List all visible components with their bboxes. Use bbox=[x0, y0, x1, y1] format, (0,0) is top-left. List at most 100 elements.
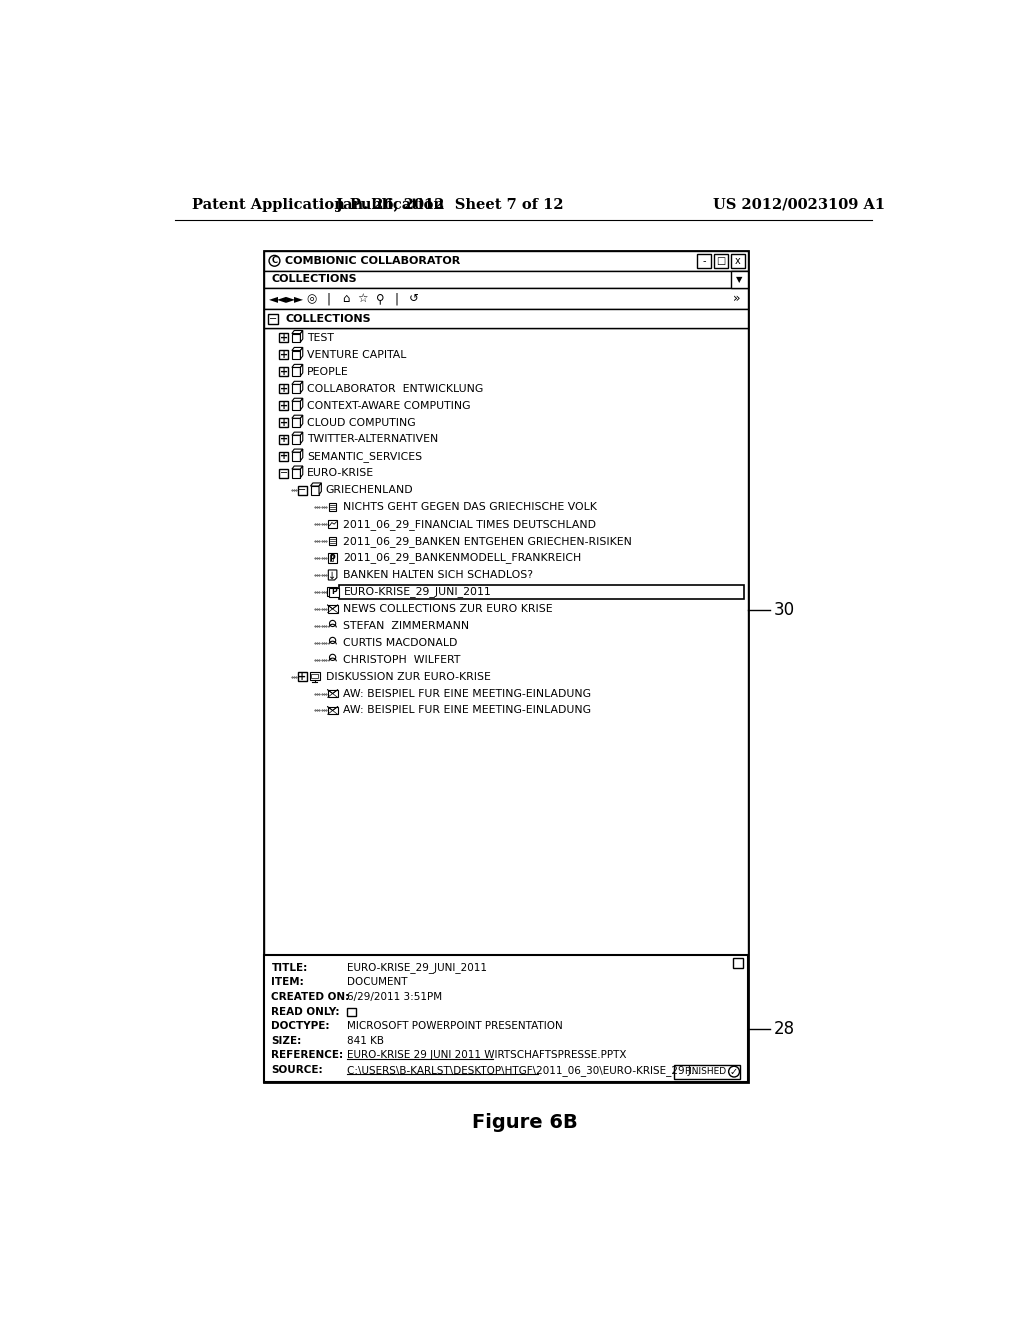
Text: C: C bbox=[271, 256, 278, 265]
Polygon shape bbox=[300, 466, 303, 478]
Text: TITLE:: TITLE: bbox=[271, 962, 307, 973]
Bar bbox=[292, 453, 300, 461]
Text: CREATED ON:: CREATED ON: bbox=[271, 991, 349, 1002]
Text: +: + bbox=[280, 434, 288, 445]
Bar bbox=[731, 271, 748, 288]
Text: TEST: TEST bbox=[307, 333, 334, 343]
Text: +: + bbox=[280, 417, 288, 428]
Text: −: − bbox=[298, 486, 306, 495]
Text: ↺: ↺ bbox=[409, 292, 419, 305]
Bar bbox=[268, 314, 279, 323]
Text: ☆: ☆ bbox=[357, 292, 368, 305]
Text: +: + bbox=[280, 400, 288, 411]
Text: +: + bbox=[280, 367, 288, 376]
Bar bbox=[329, 503, 336, 511]
Bar bbox=[292, 436, 300, 444]
Bar bbox=[697, 253, 711, 268]
Circle shape bbox=[330, 620, 336, 627]
Text: MICROSOFT POWERPOINT PRESENTATION: MICROSOFT POWERPOINT PRESENTATION bbox=[347, 1022, 563, 1031]
Text: Patent Application Publication: Patent Application Publication bbox=[191, 198, 443, 211]
Text: COLLECTIONS: COLLECTIONS bbox=[271, 275, 357, 284]
Text: FINISHED: FINISHED bbox=[684, 1067, 726, 1076]
Text: 28: 28 bbox=[773, 1020, 795, 1038]
Polygon shape bbox=[300, 330, 303, 342]
Text: Figure 6B: Figure 6B bbox=[472, 1113, 578, 1133]
Text: ⌂: ⌂ bbox=[342, 292, 349, 305]
Bar bbox=[347, 1007, 356, 1016]
Bar bbox=[280, 469, 289, 478]
Bar bbox=[292, 401, 300, 409]
Bar bbox=[292, 367, 300, 376]
Polygon shape bbox=[300, 449, 303, 461]
Bar bbox=[298, 672, 307, 681]
Text: REFERENCE:: REFERENCE: bbox=[271, 1051, 343, 1060]
Text: 2011_06_29_BANKENMODELL_FRANKREICH: 2011_06_29_BANKENMODELL_FRANKREICH bbox=[343, 553, 582, 564]
Text: −: − bbox=[269, 314, 276, 325]
Bar bbox=[292, 351, 300, 359]
Bar bbox=[280, 350, 289, 359]
Polygon shape bbox=[300, 364, 303, 376]
Text: □: □ bbox=[716, 256, 725, 265]
Bar bbox=[292, 384, 300, 393]
Polygon shape bbox=[292, 416, 303, 418]
Text: AW: BEISPIEL FUR EINE MEETING-EINLADUNG: AW: BEISPIEL FUR EINE MEETING-EINLADUNG bbox=[343, 705, 592, 715]
Circle shape bbox=[330, 638, 336, 644]
Text: 6/29/2011 3:51PM: 6/29/2011 3:51PM bbox=[347, 991, 442, 1002]
Bar bbox=[732, 958, 743, 969]
Text: Jan. 26, 2012  Sheet 7 of 12: Jan. 26, 2012 Sheet 7 of 12 bbox=[336, 198, 563, 211]
Bar bbox=[329, 589, 339, 598]
Polygon shape bbox=[292, 364, 303, 367]
Text: -: - bbox=[702, 256, 706, 265]
Bar bbox=[310, 486, 319, 495]
Text: NICHTS GEHT GEGEN DAS GRIECHISCHE VOLK: NICHTS GEHT GEGEN DAS GRIECHISCHE VOLK bbox=[343, 502, 597, 512]
Polygon shape bbox=[292, 330, 303, 334]
Text: COLLABORATOR  ENTWICKLUNG: COLLABORATOR ENTWICKLUNG bbox=[307, 384, 483, 393]
Text: +: + bbox=[280, 350, 288, 360]
Bar bbox=[263, 956, 748, 1082]
Text: 2011_06_29_FINANCIAL TIMES DEUTSCHLAND: 2011_06_29_FINANCIAL TIMES DEUTSCHLAND bbox=[343, 519, 596, 529]
Text: ◄◄: ◄◄ bbox=[268, 292, 287, 305]
Bar bbox=[280, 333, 289, 342]
Text: SIZE:: SIZE: bbox=[271, 1036, 302, 1045]
Text: C:\USERS\B-KARLST\DESKTOP\HTGF\2011_06_30\EURO-KRISE_29 J...: C:\USERS\B-KARLST\DESKTOP\HTGF\2011_06_3… bbox=[347, 1065, 701, 1076]
Bar bbox=[263, 288, 748, 309]
Text: TWITTER-ALTERNATIVEN: TWITTER-ALTERNATIVEN bbox=[307, 434, 438, 445]
Bar bbox=[330, 554, 334, 561]
Bar bbox=[280, 384, 289, 393]
Bar bbox=[311, 673, 318, 678]
Bar bbox=[263, 309, 748, 327]
Bar bbox=[280, 434, 289, 444]
Text: NEWS COLLECTIONS ZUR EURO KRISE: NEWS COLLECTIONS ZUR EURO KRISE bbox=[343, 603, 553, 614]
Text: ►►: ►► bbox=[286, 292, 304, 305]
Text: EURO-KRISE 29 JUNI 2011 WIRTSCHAFTSPRESSE.PPTX: EURO-KRISE 29 JUNI 2011 WIRTSCHAFTSPRESS… bbox=[347, 1051, 627, 1060]
Text: x: x bbox=[735, 256, 740, 265]
Bar bbox=[263, 327, 748, 956]
Text: P: P bbox=[332, 587, 337, 597]
Circle shape bbox=[269, 256, 280, 267]
Text: GRIECHENLAND: GRIECHENLAND bbox=[326, 486, 414, 495]
Polygon shape bbox=[292, 466, 303, 469]
Bar bbox=[328, 689, 338, 697]
Text: ITEM:: ITEM: bbox=[271, 977, 304, 987]
Bar bbox=[280, 401, 289, 411]
Text: SOURCE:: SOURCE: bbox=[271, 1065, 323, 1074]
Polygon shape bbox=[300, 416, 303, 426]
Text: CURTIS MACDONALD: CURTIS MACDONALD bbox=[343, 638, 458, 648]
Polygon shape bbox=[300, 381, 303, 393]
Bar bbox=[263, 271, 748, 288]
Bar bbox=[714, 253, 728, 268]
Text: +: + bbox=[280, 333, 288, 343]
Bar bbox=[309, 672, 319, 680]
Bar bbox=[328, 553, 337, 562]
Polygon shape bbox=[319, 483, 322, 495]
Text: CLOUD COMPUTING: CLOUD COMPUTING bbox=[307, 417, 416, 428]
Bar bbox=[280, 451, 289, 461]
Bar bbox=[731, 253, 744, 268]
Polygon shape bbox=[292, 399, 303, 401]
Polygon shape bbox=[292, 381, 303, 384]
Text: EURO-KRISE: EURO-KRISE bbox=[307, 469, 374, 478]
Polygon shape bbox=[300, 347, 303, 359]
Text: US 2012/0023109 A1: US 2012/0023109 A1 bbox=[713, 198, 886, 211]
Text: DOCTYPE:: DOCTYPE: bbox=[271, 1022, 330, 1031]
Text: P: P bbox=[329, 553, 335, 562]
